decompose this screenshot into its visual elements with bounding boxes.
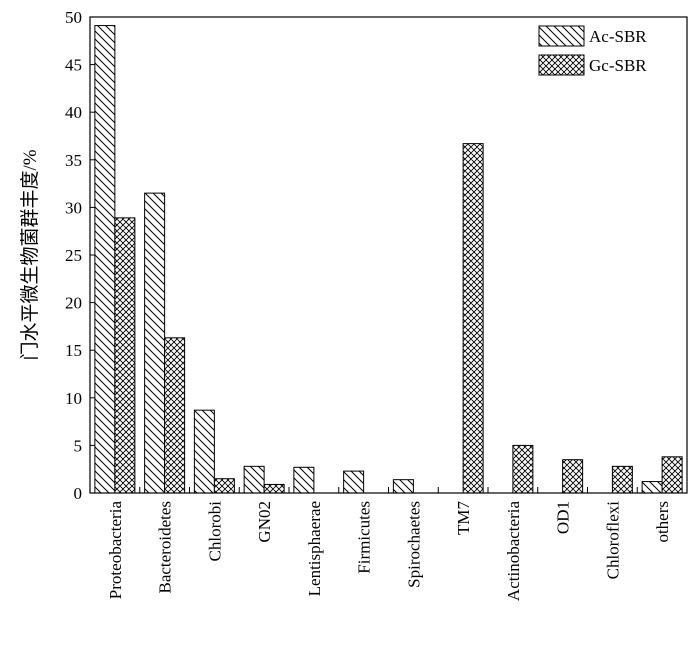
bars-layer: [94, 25, 683, 494]
bar-ac-sbr-chlorobi: [193, 409, 215, 494]
y-axis-title-group: 门水平微生物菌群丰度/%: [19, 149, 41, 360]
x-tick-label: Chloroflexi: [603, 501, 622, 580]
y-axis-title: 门水平微生物菌群丰度/%: [19, 149, 41, 360]
bar-ac-sbr-gn02: [243, 465, 265, 494]
plot-frame: [89, 16, 688, 494]
bar-gc-sbr-tm7: [462, 143, 484, 494]
y-tick-label: 50: [65, 8, 82, 27]
bar-gc-sbr-actinobacteria: [512, 444, 534, 494]
x-tick-label: OD1: [554, 501, 573, 534]
y-tick-label: 15: [65, 341, 82, 360]
y-tick-label: 25: [65, 246, 82, 265]
x-tick-label: Actinobacteria: [504, 501, 523, 602]
x-tick-label: Bacteroidetes: [156, 501, 175, 594]
bar-gc-sbr-proteobacteria: [114, 217, 136, 494]
bar-ac-sbr-proteobacteria: [94, 25, 116, 494]
legend-swatch-ac-sbr: [538, 25, 585, 47]
x-tick-label: Lentisphaerae: [305, 501, 324, 596]
y-tick-label: 30: [65, 198, 82, 217]
bar-gc-sbr-gn02: [263, 483, 285, 494]
bar-gc-sbr-od1: [562, 459, 584, 494]
legend-swatch-gc-sbr: [538, 54, 585, 76]
bar-ac-sbr-spirochaetes: [392, 479, 414, 494]
bar-gc-sbr-others: [661, 456, 683, 494]
legend-label-ac-sbr: Ac-SBR: [589, 27, 647, 46]
legend-label-gc-sbr: Gc-SBR: [589, 56, 647, 75]
x-tick-label: Firmicutes: [355, 501, 374, 574]
bar-ac-sbr-bacteroidetes: [144, 192, 166, 494]
y-tick-label: 10: [65, 389, 82, 408]
y-tick-label: 20: [65, 294, 82, 313]
y-tick-label: 35: [65, 151, 82, 170]
x-tick-label: others: [653, 501, 672, 543]
legend: Ac-SBR Gc-SBR: [538, 25, 647, 76]
y-tick-label: 40: [65, 103, 82, 122]
bar-ac-sbr-firmicutes: [343, 470, 365, 494]
tick-layer: 0 5 10 15 20 25 30 35 40 45 50 Proteobacteria Bacter…: [65, 8, 688, 602]
x-tick-label: Spirochaetes: [404, 501, 423, 588]
x-tick-label: GN02: [255, 501, 274, 543]
x-tick-label: Proteobacteria: [106, 501, 125, 600]
y-tick-label: 5: [74, 436, 83, 455]
x-tick-label: Chlorobi: [205, 501, 224, 562]
bar-ac-sbr-others: [641, 481, 663, 494]
y-tick-label: 0: [74, 484, 83, 503]
bar-ac-sbr-lentisphaerae: [293, 466, 315, 494]
bar-gc-sbr-chlorobi: [213, 478, 235, 494]
bar-gc-sbr-chloroflexi: [611, 465, 633, 494]
bar-gc-sbr-bacteroidetes: [164, 337, 186, 494]
x-tick-label: TM7: [454, 501, 473, 536]
y-tick-label: 45: [65, 56, 82, 75]
